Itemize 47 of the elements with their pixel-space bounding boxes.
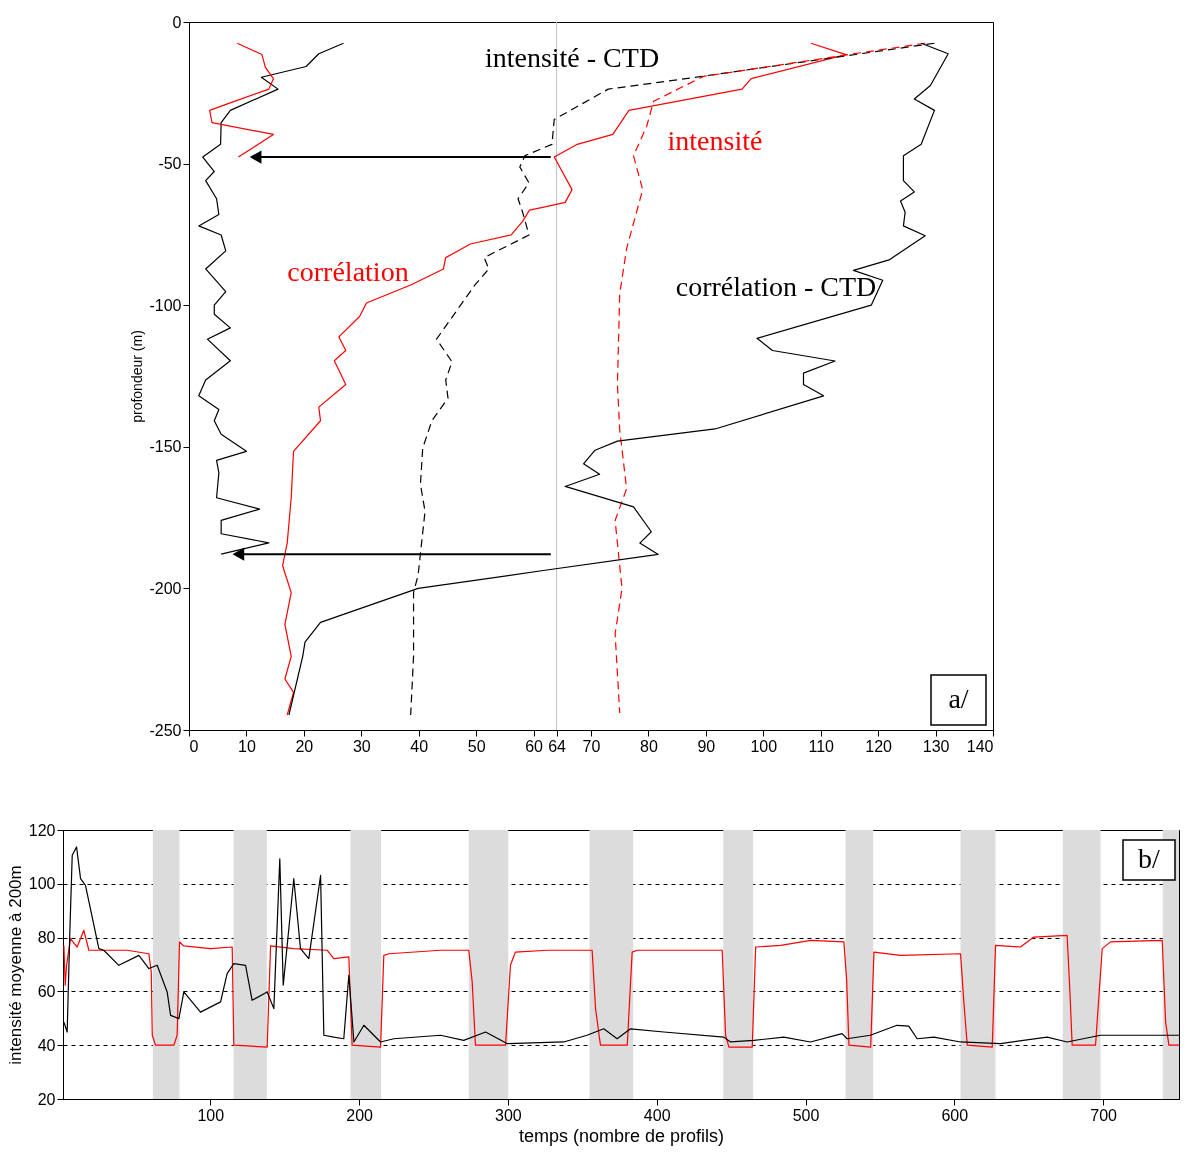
- y-tick-label: -250: [149, 721, 182, 739]
- x-axis-title: temps (nombre de profils): [518, 1125, 725, 1146]
- line-series: [288, 42, 949, 716]
- line-series: [209, 42, 275, 158]
- annotation: a/: [948, 683, 969, 714]
- x-tick-label: 80: [640, 737, 658, 755]
- x-tick-label: 110: [808, 737, 835, 755]
- y-tick-label: -50: [158, 155, 182, 173]
- y-tick-label: 100: [28, 875, 56, 893]
- y-tick-label: -100: [149, 296, 182, 314]
- x-tick-label: 130: [922, 737, 950, 755]
- x-tick-label: 64: [548, 737, 567, 755]
- y-tick-label: 120: [28, 821, 56, 839]
- x-tick-label: 600: [941, 1106, 969, 1124]
- x-tick-label: 30: [352, 737, 371, 755]
- x-tick-label: 200: [346, 1106, 374, 1124]
- x-tick-label: 90: [697, 737, 716, 755]
- y-tick-label: 80: [37, 929, 56, 947]
- series-label: intensité: [667, 125, 763, 156]
- annotation: b/: [1138, 843, 1161, 874]
- x-tick-label: 0: [189, 737, 199, 755]
- x-tick-label: 100: [750, 737, 778, 755]
- x-tick-label: 400: [643, 1106, 671, 1124]
- x-tick-label: 60: [525, 737, 544, 755]
- x-tick-label: 10: [238, 737, 256, 755]
- series-label: intensité - CTD: [484, 42, 660, 73]
- x-tick-label: 50: [467, 737, 486, 755]
- y-tick-label: -150: [149, 438, 182, 456]
- x-tick-label: 20: [295, 737, 314, 755]
- x-tick-label: 100: [197, 1106, 225, 1124]
- x-tick-label: 140: [966, 737, 994, 755]
- y-tick-label: 60: [37, 982, 56, 1000]
- x-tick-label: 700: [1090, 1106, 1118, 1124]
- y-tick-label: -200: [149, 579, 182, 597]
- line-series: [63, 929, 1179, 1048]
- x-tick-label: 70: [582, 737, 601, 755]
- x-tick-label: 500: [792, 1106, 820, 1124]
- y-axis-title: profondeur (m): [129, 330, 146, 423]
- x-tick-label: 40: [410, 737, 429, 755]
- y-tick-label: 20: [37, 1090, 56, 1108]
- series-label: corrélation: [287, 256, 409, 287]
- y-axis-title: intensité moyenne à 200m: [5, 865, 25, 1065]
- x-tick-label: 120: [865, 737, 893, 755]
- x-tick-label: 300: [495, 1106, 522, 1124]
- y-tick-label: 0: [172, 13, 182, 31]
- y-tick-label: 40: [37, 1036, 56, 1054]
- series-label: corrélation - CTD: [675, 271, 877, 302]
